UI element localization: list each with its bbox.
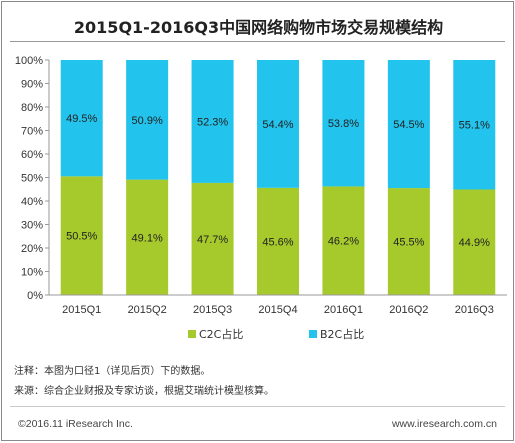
x-tick-label: 2015Q1: [62, 304, 101, 316]
bar-segment-b2c: [257, 60, 299, 188]
bar-segment-c2c: [322, 186, 365, 295]
bar-segment-b2c: [322, 60, 365, 187]
x-tick-label: 2016Q2: [389, 304, 428, 316]
data-label: 54.5%: [393, 119, 424, 131]
bar-segment-b2c: [387, 60, 430, 189]
bar-segment-c2c: [453, 189, 496, 295]
legend-label-c2c: C2C占比: [199, 328, 244, 341]
stacked-bar-chart: 0% 10% 20% 30% 40% 50% 60% 70% 80% 90% 100% 50.5% 49…: [15, 55, 507, 316]
y-tick-label: 30%: [21, 220, 43, 232]
footer-divider: [10, 406, 505, 407]
data-label: 49.1%: [132, 232, 163, 244]
y-tick-label: 10%: [21, 267, 43, 279]
legend-swatch-c2c: [188, 330, 196, 338]
bar-segment-c2c: [126, 179, 169, 295]
data-label: 45.5%: [393, 237, 424, 249]
data-label: 52.3%: [197, 116, 228, 128]
y-tick-label: 0%: [27, 290, 43, 302]
chart-title: 2015Q1-2016Q3中国网络购物市场交易规模结构: [73, 18, 444, 37]
bar-segment-c2c: [387, 188, 430, 295]
data-label: 55.1%: [459, 120, 490, 132]
data-label: 54.4%: [262, 119, 293, 131]
legend-swatch-b2c: [309, 330, 317, 338]
legend-label-b2c: B2C占比: [320, 328, 365, 341]
data-label: 45.6%: [262, 236, 293, 248]
y-tick-label: 50%: [21, 173, 43, 185]
bar-segment-b2c: [453, 60, 496, 190]
x-tick-label: 2015Q3: [193, 304, 232, 316]
x-tick-label: 2016Q3: [455, 304, 494, 316]
y-tick-label: 70%: [21, 126, 43, 138]
legend-item-b2c: B2C占比: [309, 326, 364, 342]
bar-segment-b2c: [191, 60, 234, 183]
y-tick-label: 40%: [21, 196, 43, 208]
data-label: 46.2%: [328, 236, 359, 248]
x-tick-label: 2015Q4: [258, 304, 297, 316]
footer-website: www.iresearch.com.cn: [391, 418, 497, 430]
source-text: 来源：综合企业财报及专家访谈，根据艾瑞统计模型核算。: [14, 386, 274, 397]
legend-item-c2c: C2C占比: [188, 326, 243, 342]
y-tick-label: 20%: [21, 243, 43, 255]
bar-segment-b2c: [60, 60, 103, 177]
x-tick-label: 2015Q2: [128, 304, 167, 316]
footer-copyright: ©2016.11 iResearch Inc.: [18, 418, 133, 430]
y-tick-label: 90%: [21, 79, 43, 91]
data-label: 50.5%: [66, 231, 97, 243]
bar-segment-c2c: [60, 176, 103, 295]
y-tick-label: 80%: [21, 102, 43, 114]
bar-segment-b2c: [126, 60, 169, 180]
bar-segment-c2c: [191, 182, 234, 295]
data-label: 49.5%: [66, 113, 97, 125]
note-text: 注释：本图为口径1（详见后页）下的数据。: [14, 366, 211, 377]
data-label: 44.9%: [459, 237, 490, 249]
data-label: 50.9%: [132, 115, 163, 127]
data-label: 47.7%: [197, 234, 228, 246]
bar-segment-c2c: [257, 187, 299, 295]
title-divider: [10, 41, 505, 42]
data-label: 53.8%: [328, 118, 359, 130]
x-tick-label: 2016Q1: [324, 304, 363, 316]
y-tick-label: 60%: [21, 149, 43, 161]
y-tick-label: 100%: [15, 55, 43, 67]
